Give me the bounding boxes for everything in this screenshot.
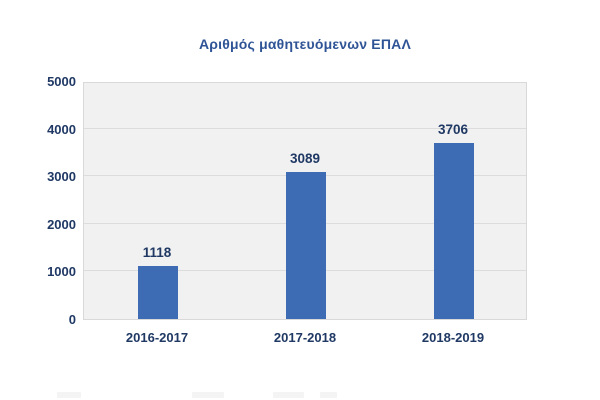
gridline xyxy=(84,127,526,129)
bar-value-label: 3706 xyxy=(437,121,469,137)
bar-value-label: 1118 xyxy=(142,244,172,260)
y-tick-label: 0 xyxy=(68,312,76,327)
bar-2018-2019 xyxy=(434,142,474,319)
bar-2017-2018 xyxy=(286,171,326,319)
y-tick-label: 4000 xyxy=(47,121,76,137)
y-tick-label: 3000 xyxy=(47,169,76,185)
chart-title: Αριθμός μαθητευόμενων ΕΠΑΛ xyxy=(199,36,411,52)
y-tick-label: 2000 xyxy=(47,216,76,232)
y-tick-label: 5000 xyxy=(47,74,76,89)
x-tick-label: 2017-2018 xyxy=(273,330,337,345)
y-tick-label: 1000 xyxy=(47,264,76,280)
x-tick-label: 2016-2017 xyxy=(125,330,189,345)
bar-2016-2017 xyxy=(138,265,178,319)
bar-value-label: 3089 xyxy=(289,150,321,166)
plot-area xyxy=(83,82,527,320)
x-tick-label: 2018-2019 xyxy=(421,330,485,345)
